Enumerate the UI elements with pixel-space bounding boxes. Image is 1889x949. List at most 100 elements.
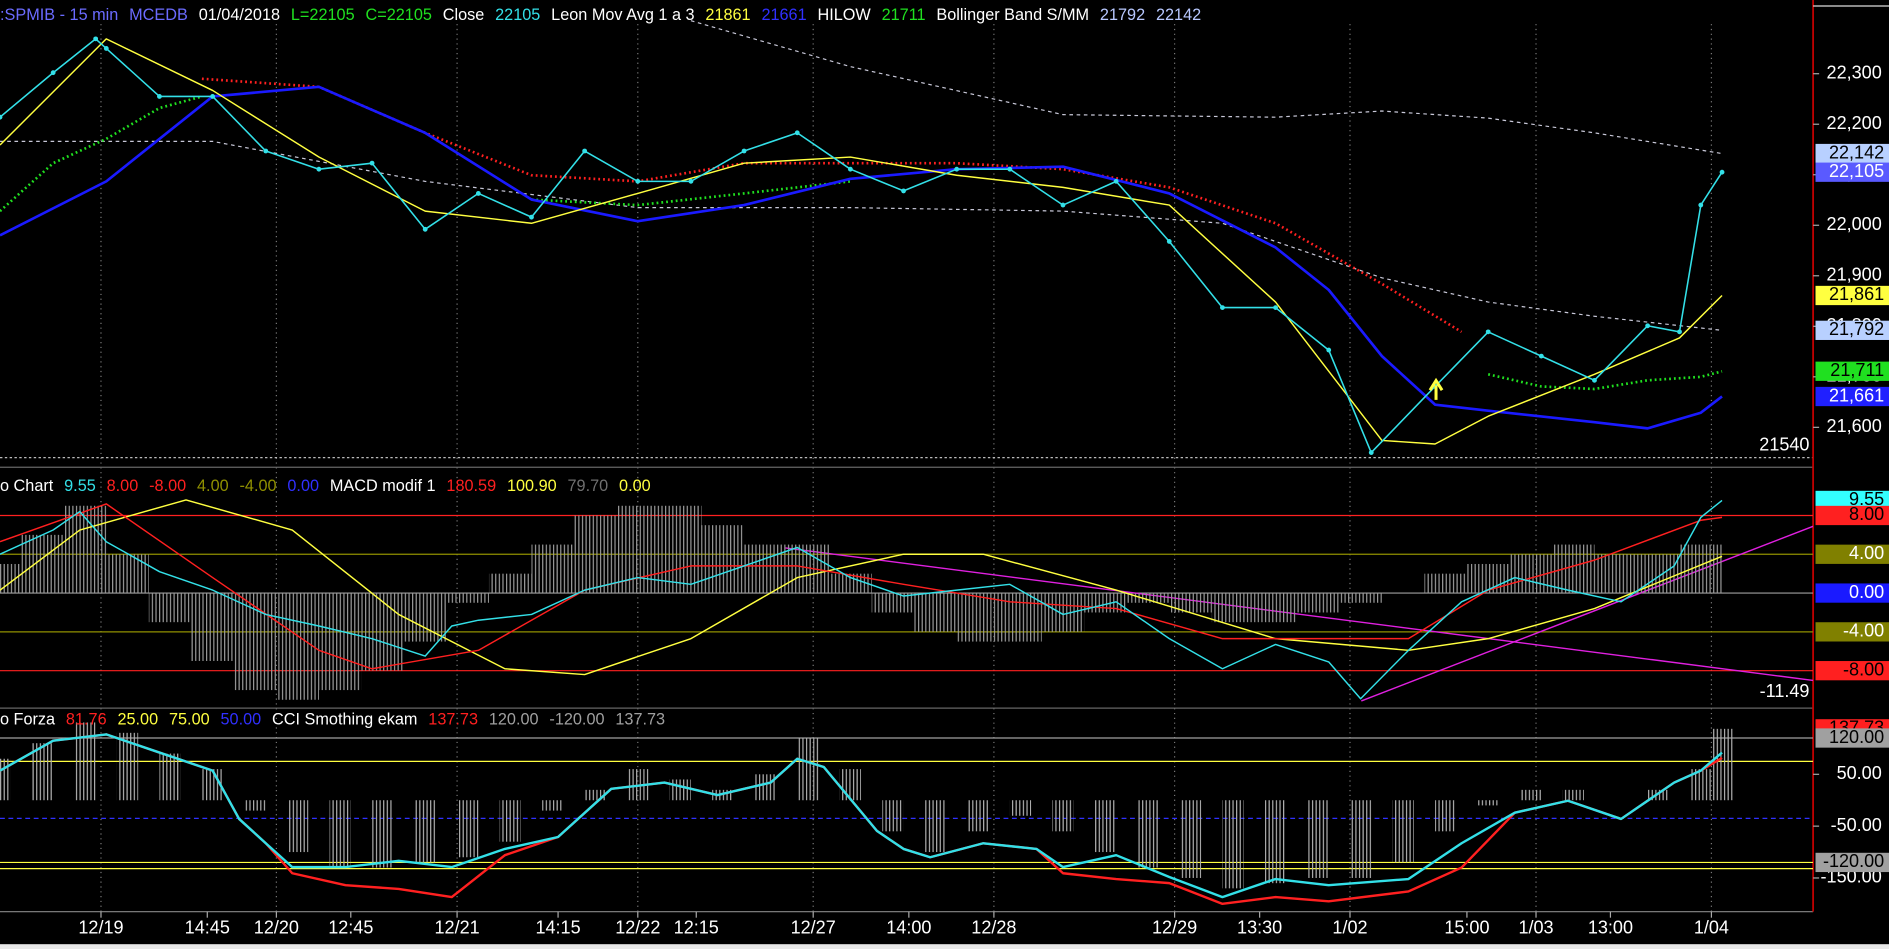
- histogram-bar: [701, 525, 745, 594]
- buy-arrow: [1428, 377, 1444, 400]
- histogram-bar: [414, 800, 436, 863]
- axis-value-label: 4.00: [1849, 543, 1884, 563]
- series-line: [0, 733, 1723, 899]
- close-point: [847, 166, 853, 172]
- histogram-bar: [1179, 800, 1202, 878]
- histogram-bar: [329, 800, 351, 868]
- x-tick-label: 13:30: [1237, 917, 1282, 937]
- close-point: [1677, 329, 1682, 335]
- axis-value-label: 21,711: [1830, 360, 1884, 380]
- macd-panel: [0, 499, 1814, 702]
- close-point: [1719, 169, 1725, 175]
- axis-value-box: [1815, 852, 1889, 873]
- axis-value-box: [1815, 285, 1889, 306]
- legend-item: 0.00: [287, 477, 319, 495]
- histogram-bar: [1254, 593, 1297, 623]
- low-label: 21540: [1759, 434, 1809, 454]
- histogram-bar: [584, 789, 606, 801]
- legend-item: 21661: [761, 6, 806, 24]
- y-tick-label: 22,000: [1827, 214, 1882, 234]
- close-point: [93, 36, 99, 42]
- histogram-bar: [403, 593, 447, 642]
- series-line: [0, 499, 1723, 700]
- axis-value-label: 21,861: [1829, 284, 1884, 304]
- axis-value-box: [1815, 162, 1889, 182]
- histogram-bar: [1339, 593, 1382, 603]
- x-tick-label: 14:45: [185, 917, 230, 937]
- legend-item: 137.73: [428, 710, 478, 728]
- bottom-bar: [0, 944, 1889, 949]
- axis-value-box: [1815, 544, 1889, 564]
- series-line: [0, 499, 1723, 676]
- histogram-bar: [1307, 800, 1329, 878]
- histogram-bar: [233, 593, 277, 691]
- legend-item: 22105: [495, 6, 540, 24]
- histogram-bar: [1435, 800, 1457, 832]
- histogram-bar: [754, 774, 776, 801]
- close-point: [741, 148, 747, 154]
- x-tick-label: 15:00: [1444, 917, 1489, 937]
- series-line: [0, 38, 1723, 445]
- close-point: [1060, 202, 1066, 208]
- histogram-bar: [882, 800, 904, 832]
- histogram-bar: [201, 769, 224, 801]
- axis-value-label: 22,142: [1829, 142, 1884, 162]
- histogram-bar: [786, 544, 830, 594]
- histogram-bar: [914, 593, 957, 632]
- axis-value-label: -8.00: [1843, 659, 1884, 679]
- legend-item: 9.55: [64, 477, 96, 495]
- legend-item: 120.00: [489, 710, 539, 728]
- axis-value-box: [1815, 143, 1889, 164]
- legend-item: C=22105: [365, 6, 431, 24]
- legend-item: 22142: [1156, 6, 1201, 24]
- axis-value-box: [1815, 728, 1889, 748]
- legend-item: 0.00: [619, 477, 651, 495]
- trendline: [1361, 525, 1814, 702]
- series-line: [690, 20, 1723, 155]
- histogram-bar: [488, 573, 532, 594]
- histogram-bar: [191, 593, 234, 661]
- legend-item: -120.00: [549, 710, 604, 728]
- legend-item: 25.00: [117, 710, 158, 728]
- low-label: -11.49: [1760, 681, 1810, 701]
- histogram-bar: [244, 800, 266, 811]
- legend-item: -4.00: [240, 477, 277, 495]
- histogram-bar: [457, 800, 479, 858]
- histogram-bar: [797, 738, 819, 801]
- histogram-bar: [1094, 800, 1117, 853]
- legend-item: 50.00: [221, 710, 262, 728]
- x-tick-label: 12/29: [1152, 917, 1197, 937]
- legend-item: 21861: [705, 6, 750, 24]
- histogram-bar: [1349, 800, 1372, 878]
- close-point: [210, 94, 216, 99]
- histogram-bar: [1679, 544, 1723, 594]
- close-point: [529, 214, 534, 220]
- trendline: [785, 547, 1814, 682]
- series-line: [0, 140, 1723, 331]
- histogram-bar: [999, 593, 1042, 642]
- axis-value-label: -120.00: [1823, 851, 1884, 871]
- close-point: [1592, 377, 1597, 383]
- histogram-bar: [446, 593, 489, 603]
- x-tick-label: 1/03: [1518, 917, 1553, 937]
- close-point: [0, 114, 3, 120]
- legend-item: 4.00: [197, 477, 229, 495]
- legend-item: MACD modif 1: [330, 477, 436, 495]
- histogram-bar: [74, 722, 96, 801]
- legend-item: HILOW: [817, 6, 871, 24]
- axis-value-box: [1815, 320, 1889, 340]
- histogram-bar: [1477, 800, 1499, 806]
- close-line: [0, 38, 1723, 454]
- histogram-bar: [924, 800, 947, 853]
- axis-value-box: [1815, 490, 1889, 511]
- histogram-bar: [1222, 800, 1244, 889]
- close-point: [263, 148, 269, 154]
- x-tick-label: 12:45: [328, 917, 373, 937]
- close-point: [1485, 329, 1491, 335]
- x-tick-label: 12:15: [674, 917, 719, 937]
- axis-value-label: -4.00: [1843, 621, 1884, 641]
- axis-value-label: 21,792: [1829, 319, 1884, 339]
- histogram-bar: [1211, 593, 1255, 623]
- close-point: [901, 188, 906, 194]
